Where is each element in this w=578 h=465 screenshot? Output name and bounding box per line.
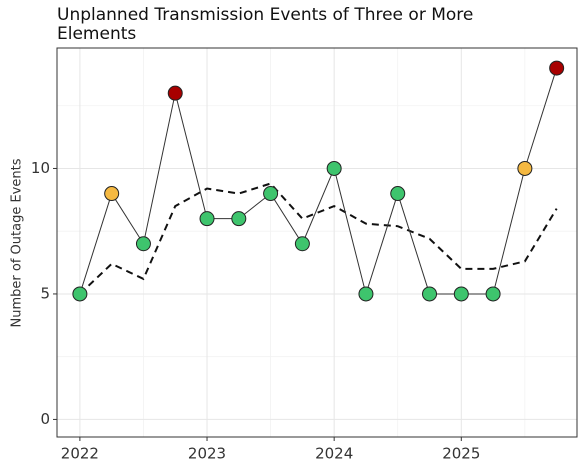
data-point xyxy=(231,211,247,227)
x-tick-label: 2023 xyxy=(188,445,226,463)
data-point xyxy=(135,236,151,252)
trend-line xyxy=(79,182,558,295)
data-point xyxy=(72,286,88,302)
data-point xyxy=(422,286,438,302)
data-point xyxy=(358,286,374,302)
y-axis-label: Number of Outage Events xyxy=(10,158,25,327)
y-tick-label: 0 xyxy=(40,410,50,428)
data-point xyxy=(263,186,279,202)
data-point xyxy=(453,286,469,302)
data-point xyxy=(485,286,501,302)
y-tick-label: 5 xyxy=(40,284,50,302)
x-tick-label: 2022 xyxy=(61,445,99,463)
chart-title: Unplanned Transmission Events of Three o… xyxy=(57,5,474,44)
data-point xyxy=(104,186,120,202)
x-tick-label: 2025 xyxy=(442,445,480,463)
data-point xyxy=(326,160,342,176)
data-point xyxy=(199,211,215,227)
data-point xyxy=(167,85,183,101)
data-point xyxy=(517,160,533,176)
data-point xyxy=(390,186,406,202)
data-point xyxy=(294,236,310,252)
plot-border xyxy=(56,47,578,438)
data-point xyxy=(549,60,565,76)
data-line xyxy=(79,67,558,296)
y-tick-label: 10 xyxy=(31,159,50,177)
x-tick-label: 2024 xyxy=(315,445,353,463)
